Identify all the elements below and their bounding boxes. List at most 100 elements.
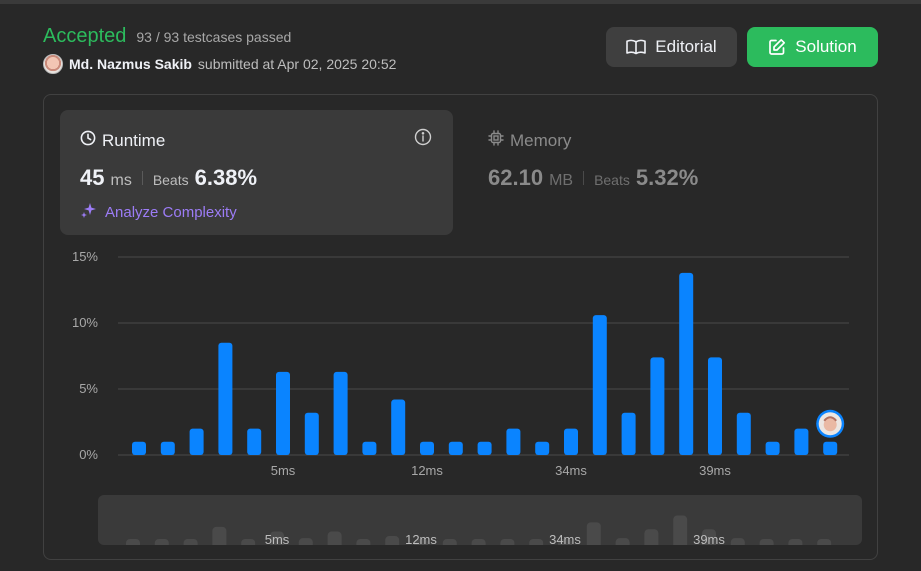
- bar[interactable]: [160, 441, 175, 455]
- solution-button[interactable]: Solution: [747, 27, 878, 67]
- bar[interactable]: [592, 315, 607, 455]
- divider: [141, 171, 143, 185]
- chart-overview-scrollbar[interactable]: 5ms 12ms 34ms 39ms: [98, 495, 862, 545]
- submitter-name[interactable]: Md. Nazmus Sakib: [69, 56, 192, 72]
- runtime-value: 45: [80, 165, 105, 190]
- overview-bar: [759, 539, 774, 545]
- bar[interactable]: [448, 441, 463, 455]
- memory-card[interactable]: Memory 62.10 MB Beats 5.32%: [468, 110, 861, 235]
- bar[interactable]: [247, 428, 262, 455]
- overview-track[interactable]: [98, 495, 862, 545]
- overview-bar: [615, 538, 630, 545]
- bar[interactable]: [362, 441, 377, 455]
- runtime-title: Runtime: [80, 130, 165, 151]
- y-tick-label: 0%: [79, 447, 98, 462]
- bar[interactable]: [477, 441, 492, 455]
- bar[interactable]: [333, 371, 348, 455]
- overview-tick-label: 5ms: [265, 532, 290, 545]
- bar[interactable]: [765, 441, 780, 455]
- memory-unit: MB: [549, 172, 574, 189]
- testcases-passed: 93 / 93 testcases passed: [136, 29, 292, 45]
- bar[interactable]: [708, 357, 722, 455]
- runtime-beats-label: Beats: [152, 172, 189, 188]
- user-marker-avatar[interactable]: [816, 409, 845, 438]
- sparkle-icon: [80, 201, 98, 223]
- overview-bar: [586, 522, 601, 545]
- bar[interactable]: [420, 441, 434, 455]
- overview-bar: [414, 539, 428, 545]
- bar[interactable]: [276, 371, 290, 455]
- x-tick-label: 34ms: [555, 463, 587, 478]
- accepted-label: Accepted: [43, 25, 127, 47]
- overview-bar: [500, 539, 515, 545]
- bar[interactable]: [132, 441, 146, 455]
- top-divider: [0, 0, 921, 4]
- bar[interactable]: [535, 441, 550, 455]
- submitted-at: submitted at Apr 02, 2025 20:52: [197, 56, 397, 72]
- overview-bar: [558, 539, 572, 545]
- divider: [583, 171, 585, 185]
- memory-title: Memory: [488, 130, 571, 151]
- memory-title-label: Memory: [510, 130, 572, 150]
- overview-bar: [442, 539, 457, 545]
- y-tick-label: 5%: [79, 381, 98, 396]
- edit-icon: [768, 38, 786, 56]
- runtime-distribution-chart[interactable]: 0% 5% 10% 15% 5ms 12ms 34ms 39ms: [60, 245, 860, 485]
- bar[interactable]: [564, 428, 578, 455]
- bar[interactable]: [823, 441, 838, 455]
- y-tick-label: 15%: [72, 249, 98, 264]
- chip-icon: [488, 130, 504, 151]
- x-tick-label: 39ms: [699, 463, 731, 478]
- editorial-button[interactable]: Editorial: [606, 27, 737, 67]
- overview-bar: [673, 515, 688, 545]
- analyze-complexity-label: Analyze Complexity: [105, 203, 237, 221]
- overview-bar: [788, 539, 803, 545]
- analyze-complexity-link[interactable]: Analyze Complexity: [80, 201, 237, 223]
- overview-bar: [702, 529, 716, 545]
- overview-bar: [356, 539, 371, 545]
- memory-beats-value: 5.32%: [635, 165, 699, 190]
- bar[interactable]: [189, 428, 204, 455]
- runtime-title-label: Runtime: [102, 130, 166, 150]
- overview-bar: [327, 531, 342, 545]
- overview-tick-label: 39ms: [693, 532, 725, 545]
- solution-label: Solution: [795, 37, 857, 56]
- overview-bar: [241, 539, 256, 545]
- overview-tick-label: 34ms: [549, 532, 581, 545]
- x-tick-label: 5ms: [271, 463, 296, 478]
- runtime-card[interactable]: Runtime 45 ms Beats 6.38% Analyze Comple…: [60, 110, 453, 235]
- overview-bar: [298, 538, 313, 545]
- submission-status: Accepted 93 / 93 testcases passed: [43, 25, 291, 48]
- runtime-metric: 45 ms Beats 6.38%: [80, 165, 257, 191]
- overview-bar: [471, 539, 486, 545]
- bar[interactable]: [621, 412, 636, 455]
- overview-tick-label: 12ms: [405, 532, 437, 545]
- editorial-label: Editorial: [655, 37, 717, 56]
- bar[interactable]: [794, 428, 809, 455]
- clock-icon: [80, 130, 96, 151]
- overview-bar: [183, 539, 198, 545]
- submitter-info: Md. Nazmus Sakib submitted at Apr 02, 20…: [43, 54, 396, 74]
- overview-bar: [385, 536, 400, 545]
- runtime-unit: ms: [110, 172, 132, 189]
- memory-metric: 62.10 MB Beats 5.32%: [488, 165, 698, 191]
- bar[interactable]: [736, 412, 751, 455]
- bar[interactable]: [506, 428, 521, 455]
- memory-value: 62.10: [488, 165, 544, 190]
- book-icon: [626, 39, 647, 55]
- overview-bar: [529, 539, 544, 545]
- info-icon[interactable]: [414, 128, 432, 151]
- y-tick-label: 10%: [72, 315, 98, 330]
- overview-bar: [212, 526, 227, 545]
- bar[interactable]: [391, 399, 406, 455]
- avatar[interactable]: [43, 54, 63, 74]
- bar[interactable]: [218, 342, 233, 455]
- bar[interactable]: [650, 357, 665, 455]
- memory-beats-label: Beats: [594, 172, 630, 188]
- x-tick-label: 12ms: [411, 463, 443, 478]
- bar[interactable]: [679, 272, 694, 455]
- overview-bar: [730, 538, 745, 545]
- overview-bar: [270, 531, 284, 545]
- bar[interactable]: [304, 412, 319, 455]
- overview-bar: [154, 539, 169, 545]
